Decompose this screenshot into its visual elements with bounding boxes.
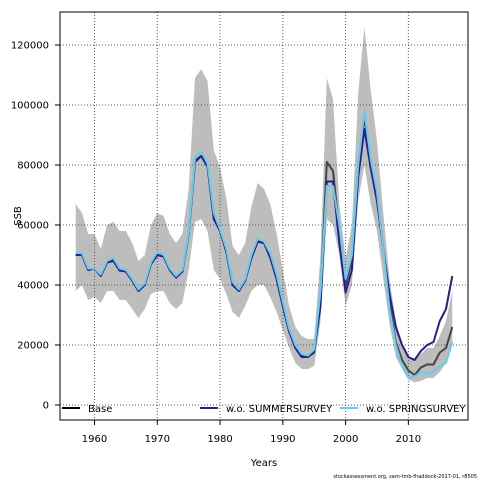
series-layer: [75, 110, 454, 379]
x-tick-label: 1960: [82, 434, 107, 445]
x-tick-label: 1980: [207, 434, 232, 445]
legend: Base w.o. SUMMERSURVEY w.o. SPRINGSURVEY: [62, 404, 466, 415]
footer-note: stockassessment.org, sam-tmb-fhaddock-20…: [333, 474, 477, 480]
y-tick-label: 80000: [17, 161, 49, 172]
y-tick-label: 60000: [17, 221, 49, 232]
y-tick-label: 20000: [17, 341, 49, 352]
confidence-band: [75, 27, 453, 383]
x-tick-label: 2010: [396, 434, 421, 445]
y-axis-ticks: 0 20000 40000 60000 80000 100000 120000: [11, 41, 60, 412]
x-tick-label: 2000: [333, 434, 358, 445]
x-tick-label: 1990: [270, 434, 295, 445]
legend-label-2: w.o. SPRINGSURVEY: [366, 404, 466, 415]
series-line-2: [75, 110, 454, 379]
x-axis-label: Years: [250, 458, 277, 469]
legend-label-1: w.o. SUMMERSURVEY: [226, 404, 333, 415]
y-tick-label: 120000: [11, 41, 49, 52]
x-axis-ticks: 1960 1970 1980 1990 2000 2010: [82, 420, 421, 445]
grid-layer: [60, 12, 468, 420]
y-tick-label: 0: [43, 401, 49, 412]
legend-label-0: Base: [88, 404, 112, 415]
y-axis-label: SSB: [13, 206, 24, 226]
x-tick-label: 1970: [145, 434, 170, 445]
confidence-band-layer: [75, 27, 453, 383]
y-tick-label: 100000: [11, 101, 49, 112]
y-tick-label: 40000: [17, 281, 49, 292]
plot-frame: [59, 11, 469, 421]
